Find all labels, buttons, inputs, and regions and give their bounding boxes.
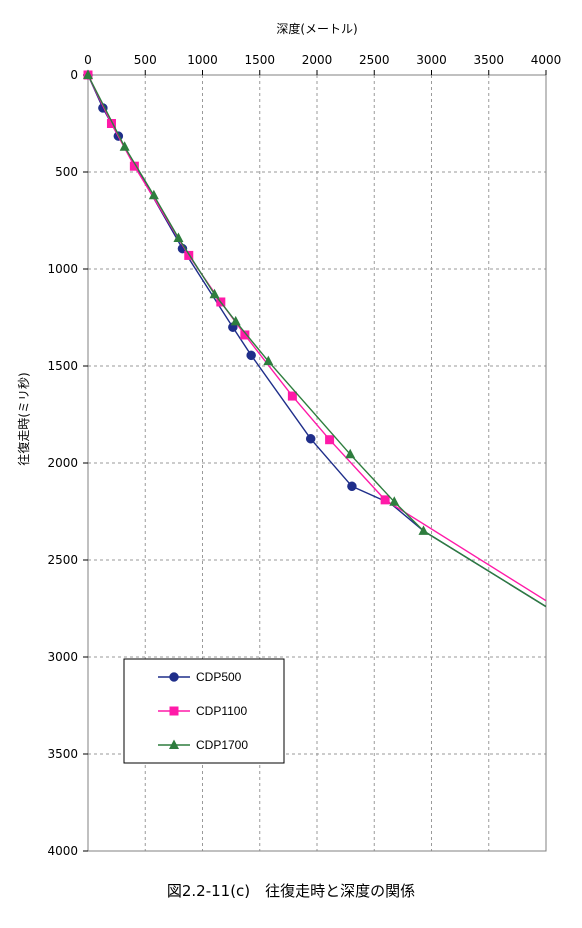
data-point-cdp1700 [263,355,274,366]
data-point-cdp1100 [380,495,390,505]
series-cdp1100 [83,70,546,602]
data-point-cdp1700 [119,141,130,151]
series-cdp1700 [83,69,546,608]
x-tick-label: 3500 [473,53,504,67]
y-axis-title: 往復走時(ミリ秒) [16,372,31,465]
legend-marker [169,672,179,682]
x-tick-label: 1500 [244,53,275,67]
data-point-cdp1100 [184,250,194,260]
y-axis-ticks: 0 500 1000 1500 2000 2500 3000 3500 4000 [47,68,88,858]
y-tick-label: 500 [55,165,78,179]
y-tick-label: 1000 [47,262,78,276]
data-point-cdp1700 [173,232,184,242]
data-point-cdp500 [347,481,357,492]
data-point-cdp1700 [230,315,241,326]
x-axis-ticks: 0 500 1000 1500 2000 2500 3000 3500 4000 [84,53,561,75]
legend-marker [169,706,179,716]
legend-marker [169,739,179,749]
data-point-cdp1700 [83,69,93,79]
x-tick-label: 500 [134,53,157,67]
data-point-cdp1100 [129,161,139,171]
y-tick-label: 0 [70,68,78,82]
legend-label: CDP1700 [196,738,248,752]
x-tick-label: 4000 [531,53,562,67]
data-point-cdp1100 [240,330,250,340]
series-cdp500 [83,70,546,608]
data-point-cdp1700 [209,288,220,299]
x-tick-label: 0 [84,53,92,67]
legend-entry-cdp1700: CDP1700 [158,738,248,752]
x-tick-label: 2000 [302,53,333,67]
y-tick-label: 4000 [47,844,78,858]
legend-box [123,658,285,764]
y-tick-label: 2000 [47,456,78,470]
x-tick-label: 2500 [359,53,390,67]
y-tick-label: 3000 [47,650,78,664]
grid [88,75,546,851]
data-point-cdp1700 [418,525,429,535]
y-tick-label: 3500 [47,747,78,761]
legend-entry-cdp1100: CDP1100 [158,704,247,718]
x-axis-title: 深度(メートル) [276,21,357,36]
legend: CDP500 CDP1100 CDP1700 [123,658,285,764]
data-point-cdp1700 [345,448,356,459]
legend-label: CDP1100 [196,704,247,718]
data-point-cdp500 [305,434,316,444]
y-tick-label: 2500 [47,553,78,567]
series-layer [83,69,546,608]
figure-caption: 図2.2-11(c) 往復走時と深度の関係 [167,882,415,900]
data-point-cdp1700 [148,189,159,200]
legend-entry-cdp500: CDP500 [158,670,242,684]
data-point-cdp1700 [389,496,400,506]
y-tick-label: 1500 [47,359,78,373]
legend-label: CDP500 [196,670,242,684]
data-point-cdp500 [246,350,256,361]
x-tick-label: 3000 [416,53,447,67]
data-point-cdp1100 [325,435,335,445]
data-point-cdp1100 [287,391,297,401]
data-point-cdp1100 [106,119,116,128]
x-tick-label: 1000 [187,53,218,67]
